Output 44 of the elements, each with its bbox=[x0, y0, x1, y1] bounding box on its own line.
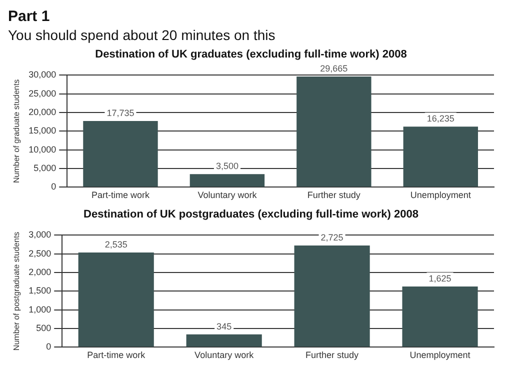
text: Part 1 bbox=[8, 8, 51, 26]
bar bbox=[83, 120, 158, 187]
data-label: 2,725 bbox=[320, 232, 344, 242]
x-tick-label: Voluntary work bbox=[194, 350, 254, 360]
bar bbox=[186, 334, 262, 347]
x-tick-label: Part-time work bbox=[91, 190, 150, 200]
y-tick-label: 1,000 bbox=[28, 304, 52, 314]
data-label: 2,535 bbox=[104, 240, 128, 250]
y-tick-label: 2,000 bbox=[28, 267, 52, 278]
x-tick-label: Further study bbox=[306, 350, 360, 360]
y-axis-title: Number of graduate students bbox=[12, 79, 22, 184]
text: You should spend about 20 minutes on this bbox=[8, 26, 276, 44]
data-label: 17,735 bbox=[106, 108, 134, 118]
y-tick-label: 0 bbox=[51, 182, 56, 192]
y-tick-label: 20,000 bbox=[28, 107, 56, 118]
bar bbox=[190, 174, 265, 187]
y-axis-title: Number of postgraduate students bbox=[12, 232, 22, 351]
y-tick-label: 500 bbox=[36, 323, 52, 334]
bar bbox=[294, 245, 370, 347]
data-label: 3,500 bbox=[216, 161, 238, 172]
data-label: 16,235 bbox=[426, 114, 454, 124]
x-tick-label: Voluntary work bbox=[198, 190, 258, 200]
data-label: 29,665 bbox=[320, 63, 348, 74]
bar bbox=[296, 76, 372, 187]
y-tick-label: 30,000 bbox=[28, 70, 56, 80]
y-tick-label: 25,000 bbox=[28, 88, 56, 98]
x-tick-label: Further study bbox=[307, 190, 361, 200]
bar bbox=[403, 126, 478, 187]
bar bbox=[402, 286, 478, 347]
chart-title: Destination of UK postgraduates (excluding full-time work) 2008 bbox=[84, 208, 418, 221]
y-tick-label: 1,500 bbox=[28, 286, 52, 296]
y-tick-label: 2,500 bbox=[28, 248, 52, 258]
bar bbox=[78, 252, 154, 347]
x-tick-label: Unemployment bbox=[410, 350, 471, 360]
y-tick-label: 15,000 bbox=[28, 126, 56, 136]
chart-title: Destination of UK graduates (excluding full-time work) 2008 bbox=[95, 48, 407, 61]
data-label: 345 bbox=[216, 321, 232, 332]
x-tick-label: Unemployment bbox=[410, 190, 472, 200]
x-tick-label: Part-time work bbox=[87, 350, 146, 360]
y-tick-label: 5,000 bbox=[34, 163, 56, 174]
y-tick-label: 10,000 bbox=[28, 144, 56, 154]
y-tick-label: 3,000 bbox=[28, 230, 52, 240]
y-tick-label: 0 bbox=[46, 342, 52, 352]
data-label: 1,625 bbox=[428, 274, 452, 284]
